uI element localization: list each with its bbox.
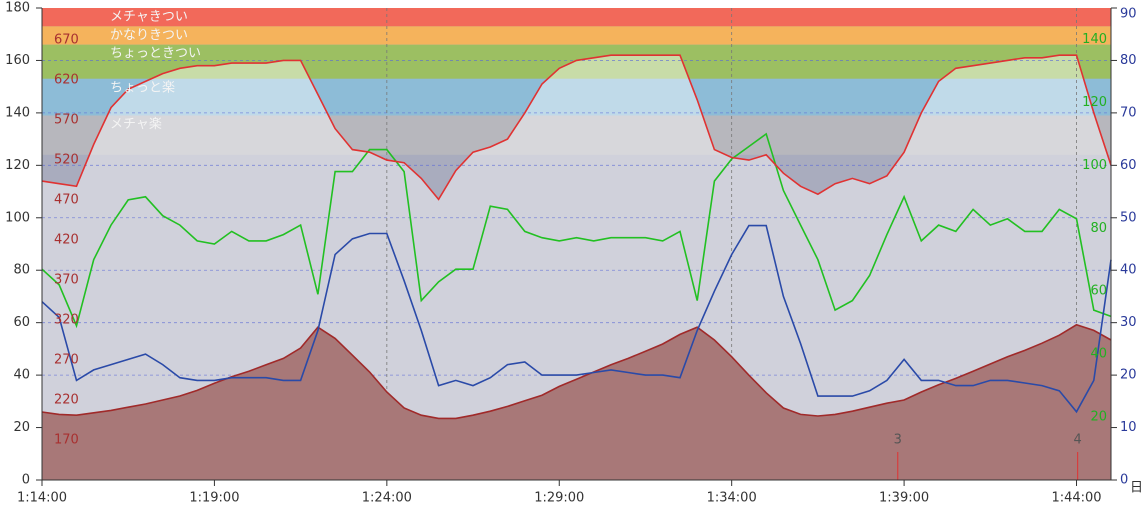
- y2-tick-label: 20: [1120, 368, 1137, 383]
- zone-band: [42, 78, 1111, 116]
- y4-tick-label: 270: [54, 353, 79, 368]
- y2-tick-label: 0: [1120, 473, 1128, 488]
- y4-tick-label: 320: [54, 313, 79, 328]
- y4-tick-label: 570: [54, 113, 79, 128]
- y-tick-label: 120: [5, 158, 30, 173]
- y4-tick-label: 470: [54, 193, 79, 208]
- y2-tick-label: 80: [1120, 53, 1137, 68]
- area: [42, 324, 1111, 480]
- y2-tick-label: 90: [1120, 7, 1137, 22]
- y4-tick-label: 170: [54, 433, 79, 448]
- zone-label: かなりきつい: [110, 28, 188, 43]
- y-tick-label: 100: [5, 210, 30, 225]
- y2-tick-label: 30: [1120, 315, 1137, 330]
- x-tick-label: 1:24:00: [362, 491, 412, 506]
- y-tick-label: 0: [22, 473, 30, 488]
- y3-tick-label: 120: [1082, 95, 1107, 110]
- zone-band: [42, 8, 1111, 27]
- y3-tick-label: 20: [1090, 410, 1107, 425]
- zone-label: ちょっと楽: [110, 79, 175, 95]
- y3-tick-label: 40: [1090, 347, 1107, 362]
- x-tick-label: 1:14:00: [17, 491, 67, 506]
- y-tick-label: 180: [5, 1, 30, 16]
- zone-label: ちょっときつい: [110, 46, 201, 61]
- line: [41, 54, 1112, 201]
- line: [41, 323, 1112, 420]
- y-tick-label: 20: [13, 420, 30, 435]
- y4-tick-label: 620: [54, 73, 79, 88]
- y2-tick-label: 10: [1120, 420, 1137, 435]
- x-tick-label: 1:19:00: [189, 491, 239, 506]
- zone-band: [42, 44, 1111, 79]
- line: [41, 224, 1112, 414]
- x-tick-label: 1:39:00: [879, 491, 929, 506]
- y3-tick-label: 140: [1082, 32, 1107, 47]
- lap-label: 3: [894, 433, 902, 448]
- x-tick-label: 1:29:00: [534, 491, 584, 506]
- lap-label: 4: [1074, 433, 1082, 448]
- y-tick-label: 40: [13, 368, 30, 383]
- y3-tick-label: 60: [1090, 284, 1107, 299]
- y3-tick-label: 100: [1082, 158, 1107, 173]
- zone-band: [42, 26, 1111, 45]
- zone-band: [42, 115, 1111, 155]
- y-tick-label: 60: [13, 315, 30, 330]
- y4-tick-label: 370: [54, 273, 79, 288]
- y2-tick-label: 60: [1120, 158, 1137, 173]
- x-tick-label: 1:34:00: [707, 491, 757, 506]
- y4-tick-label: 670: [54, 33, 79, 48]
- y2-tick-label: 50: [1120, 210, 1137, 225]
- y-tick-label: 140: [5, 105, 30, 120]
- y4-tick-label: 420: [54, 233, 79, 248]
- zone-label: メチャきつい: [110, 10, 188, 25]
- y4-tick-label: 220: [54, 393, 79, 408]
- y4-tick-label: 520: [54, 153, 79, 168]
- corner-label: 日: [1130, 481, 1141, 496]
- line: [41, 132, 1112, 329]
- y-tick-label: 80: [13, 263, 30, 278]
- y2-tick-label: 70: [1120, 105, 1137, 120]
- x-tick-label: 1:44:00: [1051, 491, 1101, 506]
- y2-tick-label: 40: [1120, 263, 1137, 278]
- zone-label: メチャ楽: [110, 116, 162, 132]
- y3-tick-label: 80: [1090, 221, 1107, 236]
- y-tick-label: 160: [5, 53, 30, 68]
